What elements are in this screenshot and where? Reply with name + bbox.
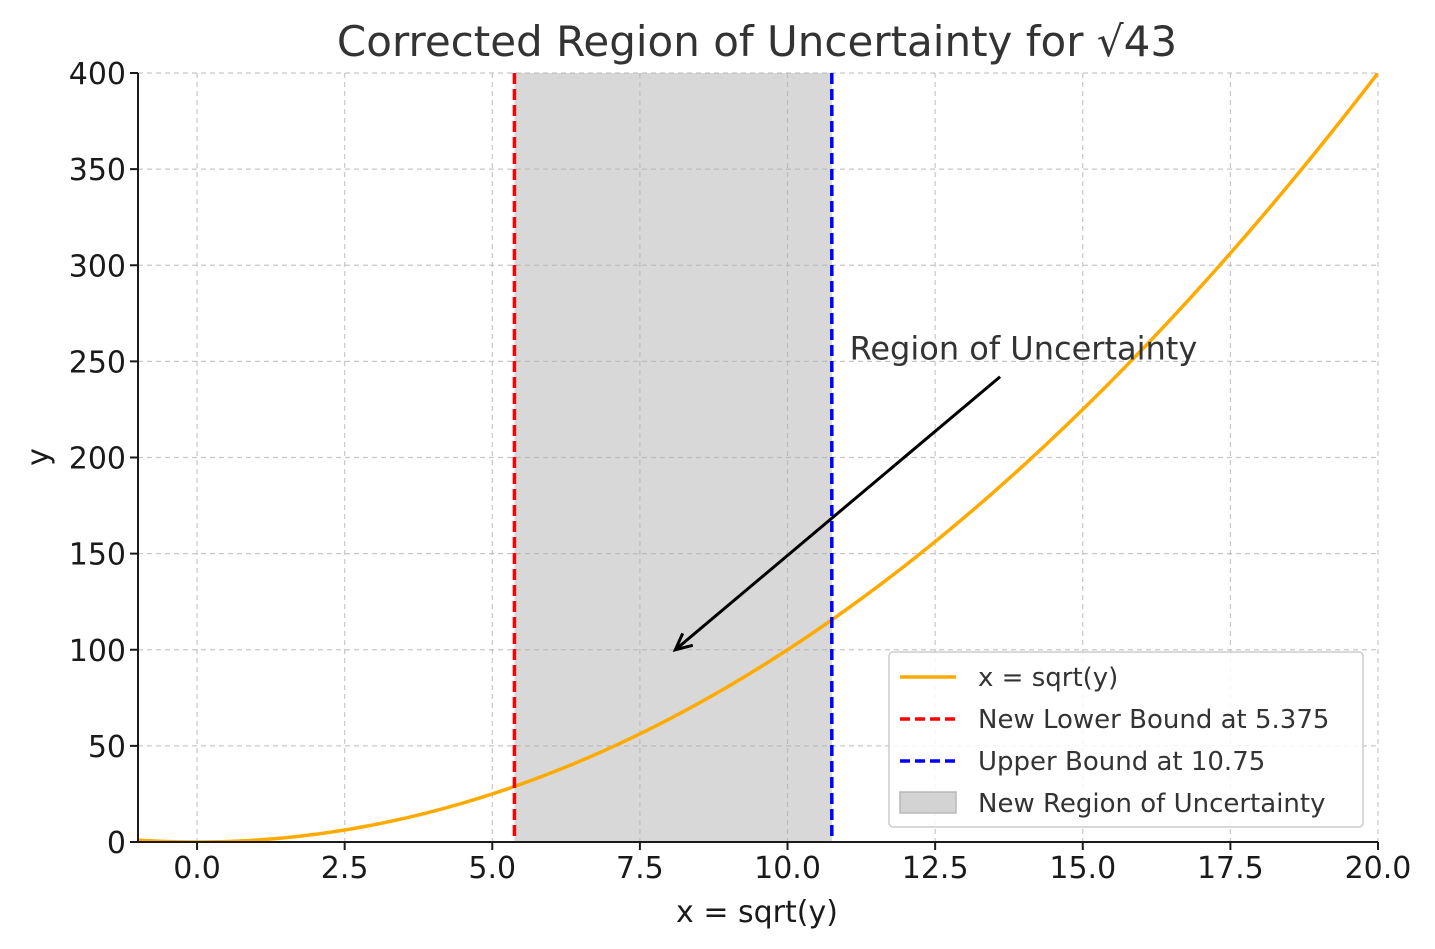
y-tick-label: 0 — [107, 826, 126, 861]
y-tick-label: 150 — [69, 538, 126, 573]
series-line-sqrt — [138, 73, 1378, 842]
annotation-arrow-head — [672, 632, 694, 652]
y-tick-label: 400 — [69, 57, 126, 92]
x-tick-label: 10.0 — [754, 851, 821, 886]
x-tick-label: 0.0 — [173, 851, 221, 886]
annotation-arrow-shaft — [674, 375, 1002, 651]
legend-box — [888, 651, 1364, 828]
x-tick-label: 17.5 — [1197, 851, 1264, 886]
y-tick-label: 250 — [69, 345, 126, 380]
chart-title: Corrected Region of Uncertainty for √43 — [337, 17, 1177, 66]
x-tick-label: 15.0 — [1049, 851, 1116, 886]
y-axis-label: y — [21, 448, 56, 466]
legend-label: x = sqrt(y) — [978, 663, 1118, 693]
plot-area: 0.0 2.5 5.0 7.5 10.0 12.5 15.0 17.5 20.0 0 50 100 15… — [69, 57, 1412, 886]
annotation-text: Region of Uncertainty — [850, 329, 1198, 367]
y-tick-label: 300 — [69, 249, 126, 284]
x-tick-label: 7.5 — [616, 851, 664, 886]
legend-label: New Region of Uncertainty — [978, 789, 1325, 819]
x-tick-label: 2.5 — [321, 851, 369, 886]
x-axis-label: x = sqrt(y) — [676, 895, 838, 930]
legend-swatch-region — [899, 791, 957, 814]
x-tick-label: 20.0 — [1345, 851, 1412, 886]
x-tick-label: 5.0 — [468, 851, 516, 886]
legend-label: New Lower Bound at 5.375 — [978, 705, 1329, 735]
y-tick-label: 50 — [88, 730, 126, 765]
legend-label: Upper Bound at 10.75 — [978, 747, 1265, 777]
y-tick-label: 200 — [69, 442, 126, 477]
y-tick-label: 100 — [69, 634, 126, 669]
y-tick-label: 350 — [69, 153, 126, 188]
x-tick-label: 12.5 — [902, 851, 969, 886]
legend: x = sqrt(y) New Lower Bound at 5.375 Upper… — [888, 651, 1364, 828]
